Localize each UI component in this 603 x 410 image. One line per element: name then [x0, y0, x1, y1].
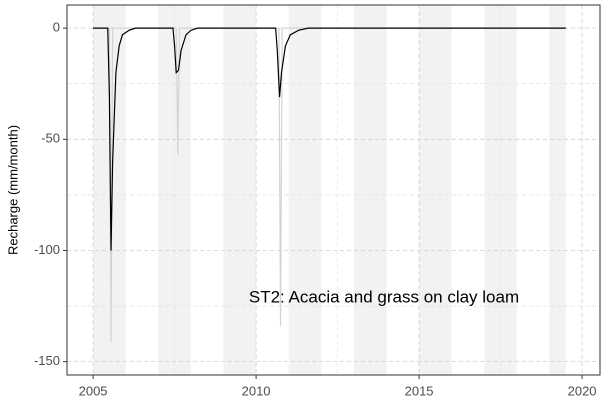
shaded-period: [419, 5, 452, 375]
panel: [67, 5, 600, 375]
series-line: [93, 27, 566, 251]
panel-border: [66, 4, 601, 376]
shaded-period: [353, 5, 387, 375]
annotation: ST2: Acacia and grass on clay loam: [249, 287, 519, 306]
shaded-period: [288, 5, 322, 375]
x-tick-label: 2015: [405, 383, 434, 398]
x-tick-label: 2005: [79, 383, 108, 398]
shaded-period: [549, 5, 566, 375]
y-tick-label: -150: [34, 353, 60, 368]
shaded-period: [223, 5, 257, 375]
x-tick-label: 2010: [242, 383, 271, 398]
y-tick-label: 0: [53, 20, 60, 35]
y-axis-label: Recharge (mm/month): [5, 125, 20, 255]
y-tick-label: -100: [34, 242, 60, 257]
x-tick-label: 2020: [568, 383, 597, 398]
y-tick-label: -50: [41, 131, 60, 146]
